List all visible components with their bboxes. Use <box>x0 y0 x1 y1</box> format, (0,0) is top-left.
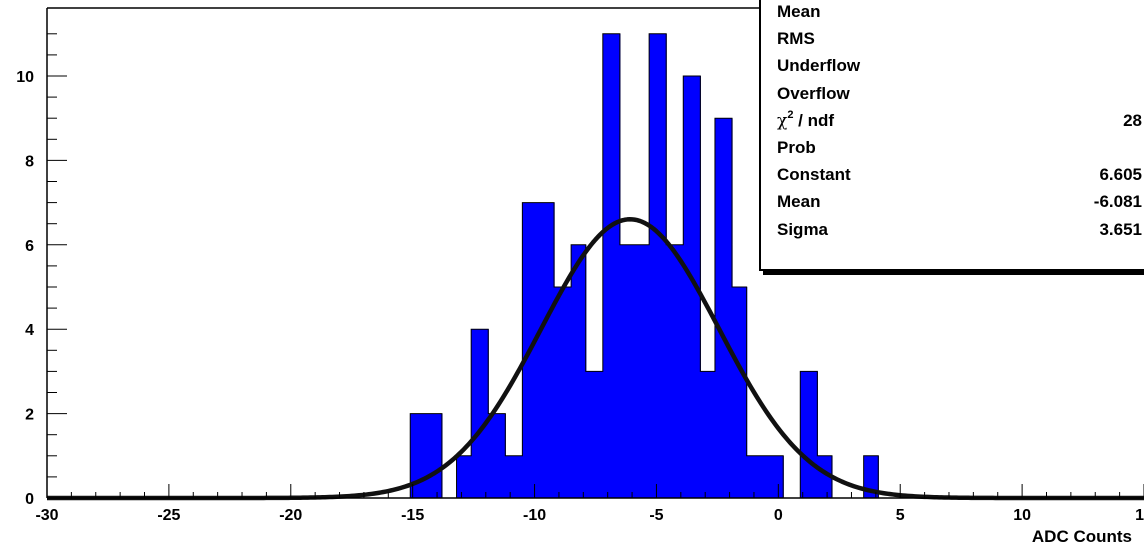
x-tick-label: -30 <box>35 507 58 524</box>
histogram-bar <box>700 371 716 498</box>
histogram-bar <box>800 371 818 498</box>
histogram-bar <box>817 455 833 498</box>
stats-row-value: 3.651 <box>1099 219 1142 239</box>
stats-row: Sigma 3.651 <box>777 220 1144 246</box>
histogram-bar <box>522 202 555 498</box>
histogram-bar <box>554 287 572 498</box>
histogram-bar <box>602 33 621 499</box>
stats-row-name: Prob <box>777 138 816 157</box>
y-tick-label: 4 <box>25 322 34 339</box>
histogram-bar <box>649 33 667 499</box>
x-tick-label: 0 <box>774 507 783 524</box>
histogram-bar <box>666 244 684 498</box>
histogram-bar <box>585 371 604 498</box>
y-tick-label: 6 <box>25 238 34 255</box>
histogram-bar <box>714 118 733 498</box>
x-tick-label: 10 <box>1013 507 1031 524</box>
stats-box: Mean RMS Underflow Overflow χ2 / ndf 28 Prob Co… <box>759 0 1144 271</box>
y-tick-label: 2 <box>25 407 34 424</box>
x-tick-label: 5 <box>896 507 905 524</box>
x-axis-title: ADC Counts <box>1032 527 1132 546</box>
stats-row-name: χ2 / ndf <box>777 108 835 131</box>
histogram-bar <box>732 287 748 498</box>
stats-row: Underflow <box>777 56 1144 82</box>
stats-row: Constant 6.605 <box>777 165 1144 191</box>
stats-row-name: Mean <box>777 2 821 21</box>
stats-row: Prob <box>777 138 1144 164</box>
stats-row-name: Underflow <box>777 56 861 76</box>
histogram-bar <box>456 455 472 498</box>
stats-row: Mean <box>777 2 1144 28</box>
stats-row: Overflow <box>777 84 1144 110</box>
y-axis-ticks: 0 2 4 6 8 10 <box>16 33 67 508</box>
x-axis-ticks: -30 -25 -20 -15 -10 -5 0 5 10 15 <box>35 484 1144 524</box>
stats-row-value: -6.081 <box>1093 192 1142 212</box>
y-tick-label: 0 <box>25 491 34 508</box>
histogram-bar <box>488 413 506 498</box>
x-tick-label: -20 <box>279 507 302 524</box>
stats-row-name: Sigma <box>777 219 829 239</box>
x-tick-label: -5 <box>649 507 663 524</box>
x-tick-label: -15 <box>401 507 424 524</box>
histogram-bar <box>863 455 879 498</box>
stats-row: RMS <box>777 29 1144 55</box>
y-tick-label: 8 <box>25 153 34 170</box>
stats-row: χ2 / ndf 28 <box>777 108 1144 137</box>
stats-row-name: RMS <box>777 29 815 49</box>
stats-row-name: Overflow <box>777 83 850 103</box>
stats-row-value: 28 <box>1123 110 1142 130</box>
x-tick-label: -25 <box>157 507 180 524</box>
stats-row: Mean -6.081 <box>777 192 1144 218</box>
histogram-bar <box>683 76 701 498</box>
histogram-bar <box>746 455 784 498</box>
plot-frame <box>46 7 1144 499</box>
stats-row-name: Constant <box>777 165 851 185</box>
histogram-bar <box>619 244 650 498</box>
x-tick-label: -10 <box>523 507 546 524</box>
y-tick-label: 10 <box>16 69 34 86</box>
stats-row-value: 6.605 <box>1099 165 1142 185</box>
histogram-bar <box>571 244 587 498</box>
histogram-bar <box>505 455 523 498</box>
histogram-outline <box>409 33 879 499</box>
stats-row-name: Mean <box>777 192 821 212</box>
histogram-bar <box>471 329 489 498</box>
x-tick-label: 15 <box>1135 507 1144 524</box>
